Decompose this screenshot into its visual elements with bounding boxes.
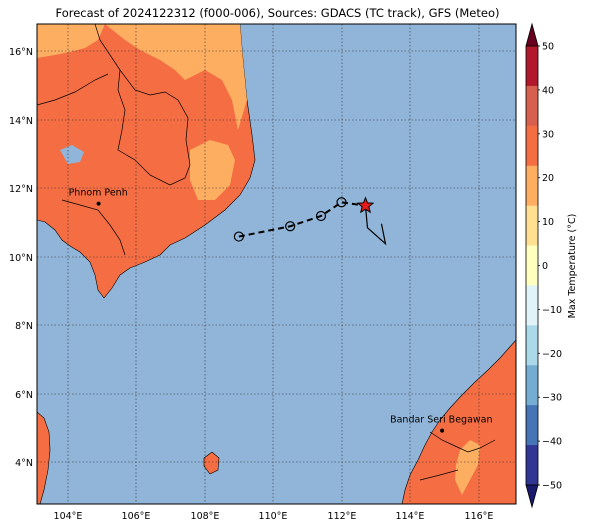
lat-tick-labels: 16°N 14°N 12°N 10°N 8°N 6°N 4°N [9,47,33,469]
colorbar-tick: −20 [542,349,562,360]
warm-zone-north [105,24,247,130]
colorbar-tick: 10 [542,217,554,228]
track-point[interactable] [315,210,327,222]
track-line [238,201,366,238]
map-title: Forecast of 2024122312 (f000-006), Sourc… [55,6,500,20]
lon-tick: 110°E [259,511,288,522]
colorbar-band [526,285,538,326]
colorbar-band [526,405,538,446]
borneo-warm-zone [455,440,480,495]
map-frame [36,23,517,505]
lon-tick: 108°E [191,511,220,522]
colorbar-band [526,125,538,167]
city-label: Phnom Penh [69,188,128,199]
lat-tick: 16°N [9,47,33,58]
lon-tick: 112°E [328,511,357,522]
warm-zone-south [190,140,235,200]
colorbar-tick: 30 [542,129,554,140]
city-dot [440,428,445,433]
warm-zone-west [37,24,105,58]
lat-tick: 12°N [9,184,33,195]
city-label: Bandar Seri Begawan [390,415,492,426]
city-markers: Phnom Penh Bandar Seri Begawan [69,188,493,433]
lat-tick: 4°N [15,458,33,469]
colorbar-tick: 50 [542,42,554,53]
colorbar-band [526,245,538,286]
malay-tip-land [37,411,51,504]
indochina-land [37,24,256,299]
track-point[interactable] [336,197,347,208]
natuna-island [203,451,220,475]
tonle-sap-lake [60,145,84,164]
colorbar-band [526,445,538,486]
colorbar-tick: −30 [542,393,562,404]
colorbar-band [526,165,538,207]
lon-tick: 104°E [54,511,83,522]
colorbar-tick: −40 [542,437,562,448]
colorbar-band [526,46,538,87]
colorbar-min-arrow [525,484,539,509]
track-point[interactable] [233,231,244,242]
country-borders [37,24,496,481]
tc-track[interactable] [233,196,387,246]
lon-tick: 106°E [122,511,151,522]
city-dot [96,201,101,206]
lat-tick: 10°N [9,253,33,264]
colorbar-band [526,85,538,127]
lat-tick: 8°N [15,321,33,332]
colorbar-tick: −50 [542,481,562,492]
colorbar-band [526,365,538,406]
lon-tick-labels: 104°E 106°E 108°E 110°E 112°E 114°E 116°… [54,511,494,522]
track-point[interactable] [285,221,296,232]
colorbar-label: Max Temperature (°C) [567,214,578,319]
colorbar-tick: −10 [542,305,562,316]
colorbar-tick: 20 [542,173,554,184]
track-forecast-line [364,205,387,246]
lon-tick: 116°E [465,511,494,522]
current-position-star[interactable] [356,196,375,214]
colorbar-band [526,205,538,247]
borneo-land [401,339,516,504]
colorbar-max-arrow [525,22,539,47]
colorbar-band [526,325,538,366]
colorbar-tick: 40 [542,85,554,96]
colorbar-tick: 0 [542,261,548,272]
lat-tick: 6°N [15,390,33,401]
lat-tick: 14°N [9,116,33,127]
map-area[interactable]: Phnom Penh Bandar Seri Begawan [37,24,516,504]
lon-tick: 114°E [396,511,425,522]
colorbar: 50 40 30 20 10 0 −10 −20 −30 −40 −50 [525,22,562,509]
graticule [37,24,516,504]
